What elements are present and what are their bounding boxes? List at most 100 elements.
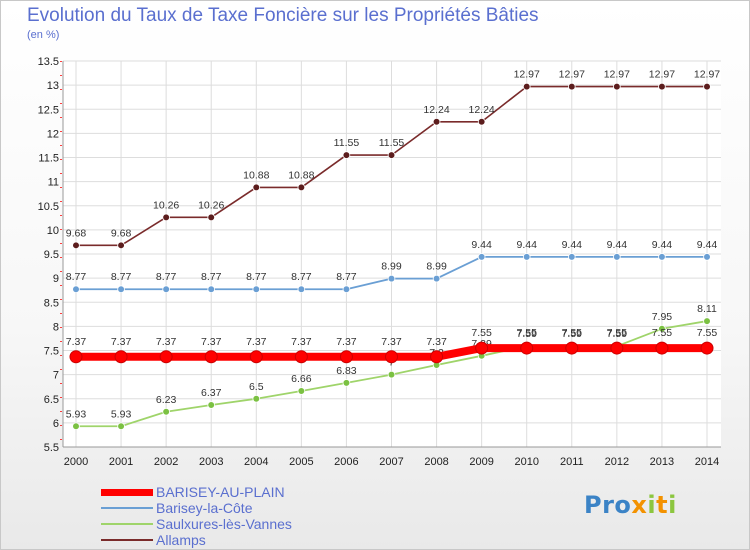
data-label-barisey-au-plain: 7.37 <box>291 336 312 348</box>
y-tick-label: 7.5 <box>44 346 59 358</box>
data-point-barisey-au-plain <box>700 341 714 355</box>
data-point-barisey-au-plain <box>475 341 489 355</box>
data-label-barisey-au-plain: 7.55 <box>562 327 583 339</box>
data-label-barisey-au-plain: 7.37 <box>156 336 177 348</box>
data-point-barisey-la-cote <box>613 253 621 261</box>
data-label-allamps: 9.68 <box>111 227 132 239</box>
data-label-barisey-au-plain: 7.55 <box>471 327 492 339</box>
data-label-barisey-la-cote: 9.44 <box>562 239 583 251</box>
data-label-saulxures-les-vannes: 5.93 <box>111 408 132 420</box>
data-label-barisey-au-plain: 7.37 <box>381 336 402 348</box>
y-tick-label: 12 <box>47 128 59 140</box>
chart-title: Evolution du Taux de Taxe Foncière sur l… <box>27 5 539 26</box>
data-point-barisey-au-plain <box>430 350 444 364</box>
x-tick-label: 2010 <box>514 456 538 468</box>
x-tick-label: 2011 <box>560 456 584 468</box>
data-point-allamps <box>387 151 396 159</box>
data-point-barisey-la-cote <box>432 274 441 283</box>
data-point-barisey-au-plain <box>655 341 669 355</box>
legend-swatch-allamps <box>101 539 153 541</box>
x-tick-label: 2000 <box>64 456 88 468</box>
data-label-barisey-la-cote: 9.44 <box>471 239 492 251</box>
data-point-barisey-au-plain <box>294 350 308 364</box>
legend-label-allamps: Allamps <box>156 532 206 548</box>
data-label-allamps: 12.97 <box>514 69 540 81</box>
data-label-barisey-au-plain: 7.37 <box>66 336 87 348</box>
data-label-saulxures-les-vannes: 6.83 <box>336 365 357 377</box>
data-label-allamps: 12.97 <box>694 69 720 81</box>
data-label-saulxures-les-vannes: 6.5 <box>249 381 264 393</box>
data-point-barisey-la-cote <box>477 253 486 261</box>
data-point-barisey-au-plain <box>610 341 624 355</box>
y-axis-unit-label: (en %) <box>27 29 60 41</box>
data-point-allamps <box>658 82 666 91</box>
y-tick-label: 8 <box>53 321 59 333</box>
data-point-saulxures-les-vannes <box>207 401 216 409</box>
data-point-saulxures-les-vannes <box>117 422 125 431</box>
data-label-barisey-au-plain: 7.37 <box>426 336 447 348</box>
x-tick-label: 2013 <box>650 456 674 468</box>
data-label-allamps: 10.88 <box>243 169 269 181</box>
x-tick-label: 2014 <box>695 456 719 468</box>
data-label-barisey-la-cote: 8.99 <box>381 261 402 273</box>
data-label-allamps: 9.68 <box>66 227 87 239</box>
data-label-allamps: 10.26 <box>198 199 224 211</box>
data-label-barisey-la-cote: 8.77 <box>246 271 267 283</box>
y-tick-label: 13 <box>47 80 59 92</box>
data-label-barisey-la-cote: 8.99 <box>426 261 447 273</box>
data-label-barisey-la-cote: 8.77 <box>291 271 312 283</box>
series-allamps: 9.68 9.68 10.26 10.26 10.88 10.88 11.55 11.55 12… <box>66 69 720 250</box>
data-label-barisey-la-cote: 9.44 <box>697 239 718 251</box>
y-tick-label: 6.5 <box>44 394 59 406</box>
y-tick-label: 11.5 <box>38 153 59 165</box>
x-tick-label: 2009 <box>469 456 493 468</box>
data-point-saulxures-les-vannes <box>162 407 170 416</box>
data-point-allamps <box>567 82 576 91</box>
data-label-saulxures-les-vannes: 6.37 <box>201 387 222 399</box>
y-tick-label: 9 <box>53 273 59 285</box>
data-label-barisey-la-cote: 8.77 <box>111 271 132 283</box>
data-point-saulxures-les-vannes <box>387 370 396 379</box>
data-label-allamps: 12.24 <box>469 104 495 116</box>
data-point-saulxures-les-vannes <box>252 394 261 403</box>
data-label-saulxures-les-vannes: 7.59 <box>516 328 537 340</box>
legend-label-barisey-la-cote: Barisey-la-Côte <box>156 500 253 516</box>
data-point-allamps <box>117 241 125 250</box>
data-point-saulxures-les-vannes <box>703 317 711 325</box>
proxiti-logo[interactable]: Proxiti <box>584 491 677 519</box>
y-tick-label: 13.5 <box>38 56 59 68</box>
y-tick-label: 12.5 <box>38 104 59 116</box>
data-label-barisey-au-plain: 7.37 <box>246 336 267 348</box>
data-point-barisey-au-plain <box>249 350 263 364</box>
data-label-allamps: 12.97 <box>604 69 630 81</box>
series-barisey-la-cote: 8.77 8.77 8.77 8.77 8.77 8.77 8.77 8.99 8.99 9.44… <box>66 239 718 294</box>
x-tick-label: 2008 <box>424 456 448 468</box>
data-point-barisey-au-plain <box>204 350 218 364</box>
y-tick-label: 6 <box>53 418 59 430</box>
data-label-barisey-la-cote: 8.77 <box>66 271 87 283</box>
data-point-barisey-la-cote <box>162 285 170 294</box>
y-tick-label: 9.5 <box>44 249 59 261</box>
data-point-allamps <box>613 82 621 91</box>
data-point-barisey-la-cote <box>297 285 306 294</box>
data-point-barisey-la-cote <box>703 253 711 261</box>
data-label-barisey-au-plain: 7.55 <box>607 327 628 339</box>
data-point-barisey-au-plain <box>520 341 534 355</box>
x-tick-label: 2001 <box>109 456 133 468</box>
x-tick-label: 2002 <box>154 456 178 468</box>
data-label-barisey-au-plain: 7.37 <box>111 336 132 348</box>
legend-label-saulxures-les-vannes: Saulxures-lès-Vannes <box>156 516 292 532</box>
y-tick-label: 10.5 <box>38 201 59 213</box>
series-barisey-au-plain: 7.37 7.37 7.37 7.37 7.37 7.37 7.37 7.37 7.37 7.55… <box>66 327 717 364</box>
data-label-allamps: 10.26 <box>153 199 179 211</box>
x-tick-label: 2004 <box>244 456 268 468</box>
data-point-barisey-la-cote <box>522 253 531 261</box>
data-point-barisey-au-plain <box>159 350 173 364</box>
legend-swatch-barisey-la-cote <box>101 507 153 509</box>
data-point-allamps <box>72 241 80 250</box>
legend-label-barisey-au-plain: BARISEY-AU-PLAIN <box>156 484 285 500</box>
data-label-barisey-la-cote: 8.77 <box>336 271 357 283</box>
data-label-barisey-la-cote: 9.44 <box>516 239 537 251</box>
data-label-barisey-la-cote: 8.77 <box>201 271 222 283</box>
y-tick-label: 8.5 <box>44 297 59 309</box>
